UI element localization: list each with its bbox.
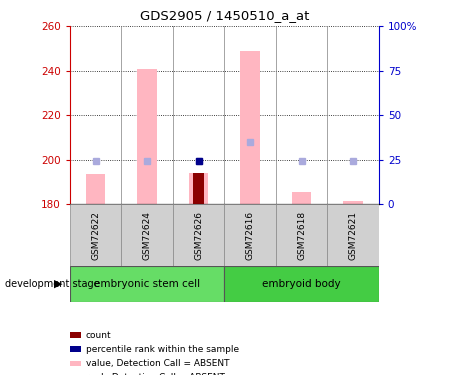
Text: embryoid body: embryoid body bbox=[262, 279, 341, 289]
Bar bbox=[240, 51, 260, 204]
Text: percentile rank within the sample: percentile rank within the sample bbox=[86, 345, 239, 354]
Bar bbox=[276, 204, 327, 266]
Text: GSM72616: GSM72616 bbox=[246, 211, 255, 260]
Bar bbox=[193, 173, 204, 204]
Text: embryonic stem cell: embryonic stem cell bbox=[94, 279, 200, 289]
Text: GSM72622: GSM72622 bbox=[91, 211, 100, 260]
Text: development stage: development stage bbox=[5, 279, 99, 289]
Bar bbox=[224, 204, 276, 266]
Bar bbox=[138, 69, 157, 204]
Bar bbox=[224, 266, 379, 302]
Text: ▶: ▶ bbox=[55, 279, 63, 289]
Text: rank, Detection Call = ABSENT: rank, Detection Call = ABSENT bbox=[86, 373, 225, 375]
Text: GSM72618: GSM72618 bbox=[297, 211, 306, 260]
Bar bbox=[343, 201, 363, 204]
Bar bbox=[86, 174, 106, 204]
Bar bbox=[292, 192, 311, 204]
Text: GSM72624: GSM72624 bbox=[143, 211, 152, 260]
Bar bbox=[121, 204, 173, 266]
Text: GSM72626: GSM72626 bbox=[194, 211, 203, 260]
Bar bbox=[173, 204, 224, 266]
Text: count: count bbox=[86, 330, 111, 339]
Bar bbox=[70, 266, 224, 302]
Bar bbox=[327, 204, 379, 266]
Title: GDS2905 / 1450510_a_at: GDS2905 / 1450510_a_at bbox=[140, 9, 309, 22]
Text: GSM72621: GSM72621 bbox=[349, 211, 358, 260]
Bar bbox=[70, 204, 121, 266]
Text: value, Detection Call = ABSENT: value, Detection Call = ABSENT bbox=[86, 359, 229, 368]
Bar bbox=[189, 173, 208, 204]
